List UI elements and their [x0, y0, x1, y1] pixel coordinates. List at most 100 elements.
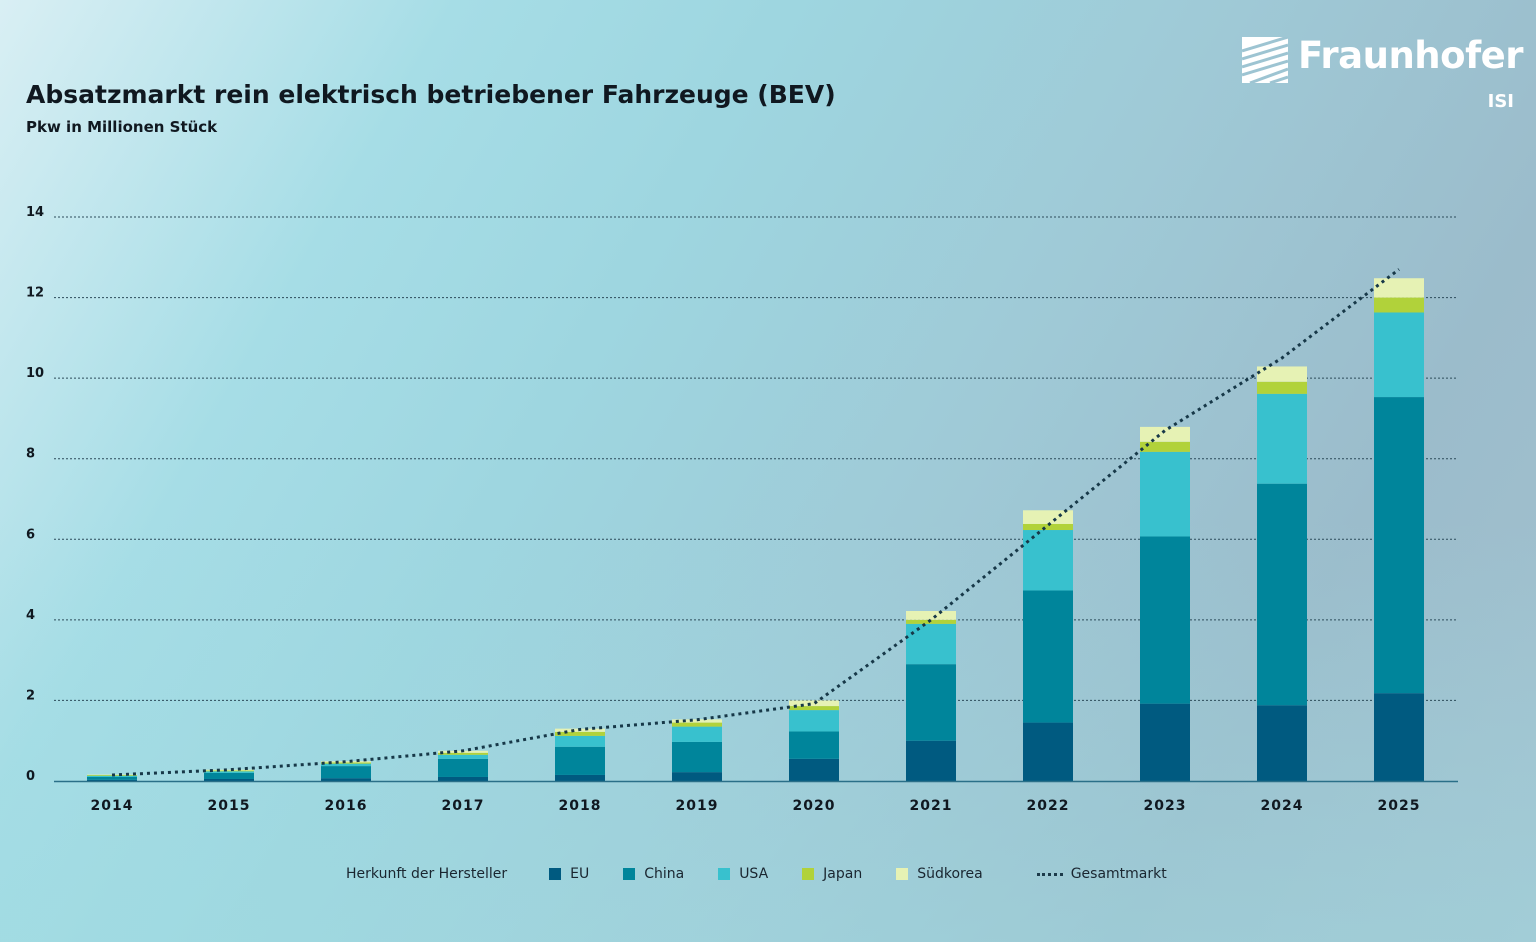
fraunhofer-logo-text: Fraunhofer [1298, 34, 1524, 77]
legend-item-südkorea: Südkorea [896, 866, 983, 882]
line-gesamtmarkt [111, 268, 1400, 777]
y-tick-label: 10 [26, 366, 44, 381]
bar-2015-japan [204, 770, 254, 772]
legend-items: EU China USA Japan Südkorea [549, 866, 1017, 882]
bar-2014-usa [87, 775, 137, 777]
x-tick-label: 2018 [559, 798, 602, 814]
bar-2015-china [204, 772, 254, 779]
bar-2025-china [1374, 397, 1424, 694]
bar-2015-eu [204, 778, 254, 781]
bar-2021-usa [906, 623, 956, 665]
legend-swatch [896, 868, 909, 880]
bar-2017-eu [438, 776, 488, 781]
bar-2025-japan [1374, 297, 1424, 313]
bar-2018-eu [555, 774, 605, 781]
bar-2015-usa [204, 771, 254, 773]
x-tick-label: 2023 [1144, 798, 1187, 814]
legend-item-china: China [623, 866, 684, 882]
legend-label: USA [739, 866, 769, 882]
bar-2021-eu [906, 740, 956, 781]
bar-2020-japan [789, 706, 839, 711]
bar-2018-japan [555, 731, 605, 736]
bar-2017-china [438, 758, 488, 777]
x-tick-label: 2020 [793, 798, 836, 814]
bar-2024-china [1257, 483, 1307, 706]
bar-2023-usa [1140, 451, 1190, 537]
bar-2022-usa [1023, 530, 1073, 591]
chart-subtitle: Pkw in Millionen Stück [26, 118, 218, 136]
bar-2016-usa [321, 763, 371, 767]
bar-2021-südkorea [906, 610, 956, 620]
bar-2019-usa [672, 726, 722, 742]
y-tick-label: 8 [26, 447, 35, 462]
legend: Herkunft der Hersteller EU China USA Japan S… [346, 864, 1167, 884]
bar-2014-japan [87, 774, 137, 776]
bars [87, 278, 1424, 781]
bar-2018-china [555, 746, 605, 775]
bar-2021-japan [906, 619, 956, 624]
x-tick-label: 2016 [325, 798, 368, 814]
legend-title: Herkunft der Hersteller [346, 866, 508, 882]
legend-label: EU [570, 866, 590, 882]
bar-2018-usa [555, 735, 605, 747]
legend-item-usa: USA [718, 866, 768, 882]
y-axis: 0 2 4 6 8 10 12 14 [26, 205, 44, 784]
y-tick-label: 0 [26, 769, 35, 784]
bar-2025-südkorea [1374, 278, 1424, 298]
bar-2016-eu [321, 778, 371, 781]
x-tick-label: 2021 [910, 798, 953, 814]
bar-2016-südkorea [321, 761, 371, 763]
bar-2014-eu [87, 779, 137, 781]
bar-2023-china [1140, 536, 1190, 704]
chart-title: Absatzmarkt rein elektrisch betriebener … [26, 80, 836, 109]
fraunhofer-logo: Fraunhofer ISI [1242, 34, 1524, 116]
legend-label: Südkorea [917, 866, 983, 882]
bar-2017-japan [438, 752, 488, 755]
x-tick-label: 2014 [91, 798, 134, 814]
bar-2022-eu [1023, 722, 1073, 781]
bar-2017-usa [438, 754, 488, 759]
bar-2023-japan [1140, 441, 1190, 452]
bar-2019-china [672, 741, 722, 773]
y-tick-label: 2 [26, 688, 35, 703]
y-tick-label: 12 [26, 286, 44, 301]
bar-2024-japan [1257, 381, 1307, 394]
bar-2016-china [321, 766, 371, 779]
legend-swatch [549, 868, 562, 880]
y-tick-label: 4 [26, 608, 35, 623]
bar-2025-eu [1374, 693, 1424, 781]
bar-2014-china [87, 776, 137, 780]
x-tick-label: 2025 [1378, 798, 1421, 814]
bar-2016-japan [321, 762, 371, 764]
legend-swatch [718, 868, 731, 880]
x-tick-label: 2015 [208, 798, 251, 814]
legend-swatch [623, 868, 636, 880]
bar-2023-südkorea [1140, 426, 1190, 442]
legend-label: Japan [823, 866, 863, 882]
bar-2025-usa [1374, 312, 1424, 398]
bar-2019-eu [672, 772, 722, 781]
bar-2022-japan [1023, 523, 1073, 531]
x-tick-label: 2024 [1261, 798, 1304, 814]
bar-2024-usa [1257, 393, 1307, 484]
x-tick-label: 2017 [442, 798, 485, 814]
bar-2015-südkorea [204, 769, 254, 771]
fraunhofer-logo-sub: ISI [1487, 91, 1514, 112]
legend-label: China [644, 866, 685, 882]
legend-swatch [802, 868, 815, 880]
bar-2020-südkorea [789, 700, 839, 707]
x-axis: 2014 2015 2016 2017 2018 2019 2020 2021 2022 2023… [91, 798, 1421, 814]
legend-item-japan: Japan [802, 866, 862, 882]
fraunhofer-logo-icon [1242, 37, 1288, 83]
legend-item-eu: EU [549, 866, 589, 882]
legend-line-swatch [1036, 872, 1063, 876]
bar-2020-china [789, 731, 839, 759]
bar-2024-südkorea [1257, 366, 1307, 382]
bar-2021-china [906, 664, 956, 741]
bar-2020-eu [789, 758, 839, 781]
bar-2019-japan [672, 722, 722, 727]
bar-2023-eu [1140, 703, 1190, 781]
legend-label-gesamtmarkt: Gesamtmarkt [1070, 866, 1167, 882]
y-tick-label: 14 [26, 205, 44, 220]
bar-2020-usa [789, 710, 839, 732]
